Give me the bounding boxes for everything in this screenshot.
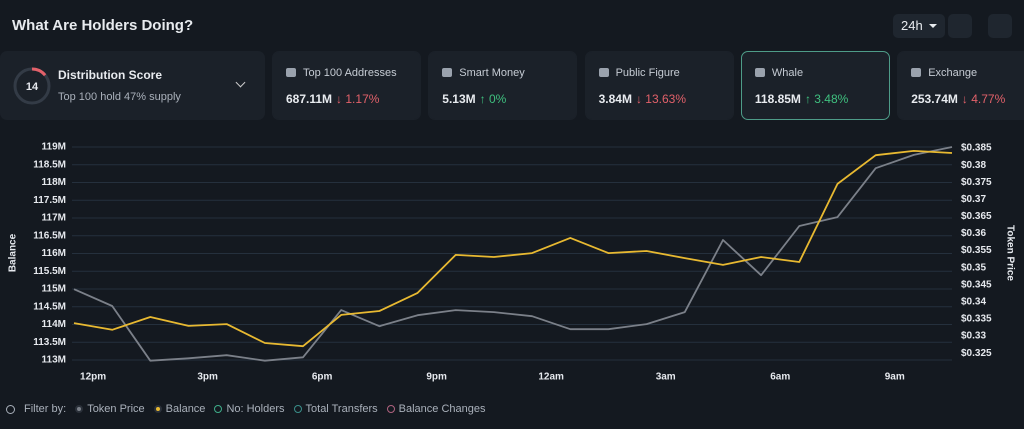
metric-card[interactable]: Exchange 253.74M ↓ 4.77% xyxy=(897,51,1024,120)
card-value: 687.11M xyxy=(286,92,333,106)
y2-tick-label: $0.35 xyxy=(961,262,986,273)
y2-tick-label: $0.375 xyxy=(961,177,992,188)
series-line xyxy=(73,146,953,362)
y2-tick-label: $0.345 xyxy=(961,279,992,290)
y-tick-label: 118M xyxy=(42,177,66,188)
x-tick-label: 9am xyxy=(885,372,905,383)
card-value: 5.13M xyxy=(442,92,476,106)
card-value: 118.85M xyxy=(754,92,801,106)
metric-card[interactable]: Top 100 Addresses 687.11M ↓ 1.17% xyxy=(272,51,421,120)
y-tick-label: 116.5M xyxy=(33,230,66,241)
y2-tick-label: $0.36 xyxy=(961,228,986,239)
metric-card[interactable]: Smart Money 5.13M ↑ 0% xyxy=(428,51,578,120)
card-name: Public Figure xyxy=(615,67,680,79)
x-tick-label: 3am xyxy=(656,372,676,383)
card-value: 3.84M xyxy=(598,92,632,106)
legend-label: No: Holders xyxy=(226,403,285,415)
y-tick-label: 117M xyxy=(42,213,66,224)
y-tick-label: 113.5M xyxy=(33,337,66,348)
metric-card[interactable]: Public Figure 3.84M ↓ 13.63% xyxy=(584,51,734,120)
x-tick-label: 6am xyxy=(770,372,790,383)
y2-tick-label: $0.365 xyxy=(961,211,992,222)
y-tick-label: 114.5M xyxy=(33,301,66,312)
card-change: ↓ 4.77% xyxy=(961,92,1006,106)
card-icon xyxy=(442,68,453,77)
y-tick-label: 119M xyxy=(42,142,66,153)
legend: Filter by: Token Price Balance No: Holders… xyxy=(6,403,486,415)
card-change: ↑ 3.48% xyxy=(804,92,849,106)
legend-swatch xyxy=(153,405,162,413)
card-name: Top 100 Addresses xyxy=(303,67,397,79)
series-line xyxy=(73,150,953,348)
legend-swatch xyxy=(214,405,223,413)
card-icon xyxy=(598,68,609,77)
x-tick-label: 12am xyxy=(538,372,564,383)
score-value: 14 xyxy=(26,81,39,93)
card-name: Whale xyxy=(771,67,804,79)
card-value-row: 687.11M ↓ 1.17% xyxy=(286,92,379,106)
card-icon xyxy=(754,68,765,77)
y2-tick-label: $0.335 xyxy=(961,314,992,325)
legend-swatch xyxy=(293,405,302,413)
y2-axis-title: Token Price xyxy=(1004,225,1015,281)
y-tick-label: 118.5M xyxy=(33,159,66,170)
card-change: ↑ 0% xyxy=(479,92,507,106)
y-tick-label: 115.5M xyxy=(33,266,66,277)
legend-swatch xyxy=(75,405,84,413)
card-change: ↓ 1.17% xyxy=(336,92,380,106)
score-arc xyxy=(13,67,51,105)
y-tick-label: 117.5M xyxy=(33,195,66,206)
distribution-card[interactable]: 14 Distribution Score Top 100 hold 47% s… xyxy=(0,51,265,120)
legend-item[interactable]: Total Transfers xyxy=(293,403,378,415)
y-tick-label: 115M xyxy=(42,284,66,295)
card-value: 253.74M xyxy=(911,92,958,106)
page-title: What Are Holders Doing? xyxy=(12,17,194,34)
card-icon xyxy=(911,68,922,77)
x-tick-label: 12pm xyxy=(80,372,106,383)
y-tick-label: 116M xyxy=(42,248,66,259)
calendar-button[interactable] xyxy=(948,14,972,38)
expand-chevron[interactable] xyxy=(235,77,246,88)
card-change: ↓ 13.63% xyxy=(635,92,686,106)
y2-tick-label: $0.355 xyxy=(961,245,992,256)
y-tick-label: 114M xyxy=(42,319,66,330)
y2-tick-label: $0.37 xyxy=(961,194,986,205)
distribution-subtitle: Top 100 hold 47% supply xyxy=(58,91,181,103)
x-tick-label: 9pm xyxy=(426,372,447,383)
y-tick-label: 113M xyxy=(42,355,66,366)
legend-item[interactable]: Token Price xyxy=(75,403,145,415)
card-value-row: 5.13M ↑ 0% xyxy=(442,92,506,106)
legend-item[interactable]: No: Holders xyxy=(214,403,285,415)
card-value-row: 3.84M ↓ 13.63% xyxy=(599,92,686,106)
metric-card[interactable]: Whale 118.85M ↑ 3.48% xyxy=(740,51,890,120)
y2-tick-label: $0.325 xyxy=(961,348,992,359)
y2-tick-label: $0.33 xyxy=(961,331,986,342)
x-tick-label: 3pm xyxy=(197,372,218,383)
legend-label: Total Transfers xyxy=(305,403,378,415)
card-name: Smart Money xyxy=(459,67,525,79)
score-ring: 14 xyxy=(13,67,51,105)
legend-label: Balance xyxy=(165,403,206,415)
distribution-label: Distribution Score xyxy=(58,68,163,82)
card-value-row: 253.74M ↓ 4.77% xyxy=(911,92,1005,106)
x-tick-label: 6pm xyxy=(312,372,333,383)
card-name: Exchange xyxy=(928,67,978,79)
y-axis-title: Balance xyxy=(8,233,19,272)
card-value-row: 118.85M ↑ 3.48% xyxy=(755,92,848,106)
legend-label: Balance Changes xyxy=(398,403,486,415)
collapse-button[interactable] xyxy=(988,14,1012,38)
card-icon xyxy=(286,68,296,77)
y2-tick-label: $0.385 xyxy=(961,143,992,154)
y2-tick-label: $0.34 xyxy=(961,297,986,308)
legend-item[interactable]: Balance xyxy=(153,403,206,415)
legend-item[interactable]: Balance Changes xyxy=(386,403,486,415)
y2-tick-label: $0.38 xyxy=(961,160,986,171)
legend-swatch xyxy=(386,405,395,413)
legend-label: Token Price xyxy=(87,403,145,415)
info-icon xyxy=(6,404,15,414)
timeframe-select[interactable]: 24h xyxy=(893,14,945,38)
legend-title: Filter by: xyxy=(24,403,67,415)
